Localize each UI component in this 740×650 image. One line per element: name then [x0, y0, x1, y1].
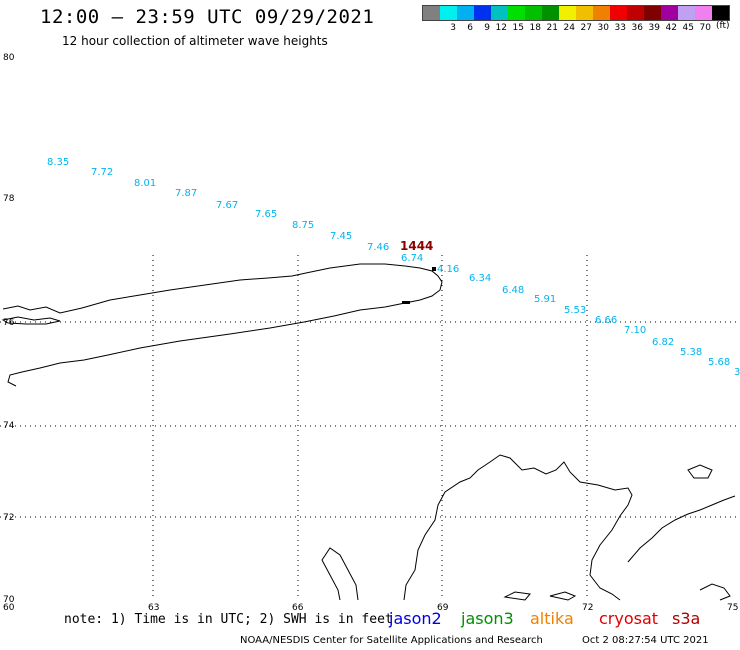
- satellite-legend-jason2: jason2: [389, 609, 442, 628]
- wave-height-label: 7.46: [367, 242, 389, 253]
- color-scale-tick: 21: [546, 23, 558, 33]
- page-title: 12:00 — 23:59 UTC 09/29/2021: [40, 6, 375, 28]
- color-swatch: [593, 6, 610, 20]
- color-scale-ticks: 3 6 9 12 15 18 21 24 27 30 33 36 39 42 45 70: [422, 23, 730, 33]
- wave-height-label: 5.53: [564, 305, 586, 316]
- lon-label: 69: [437, 603, 449, 613]
- credit-text: NOAA/NESDIS Center for Satellite Applica…: [240, 635, 543, 646]
- lat-label: 80: [3, 53, 15, 63]
- color-swatch: [525, 6, 542, 20]
- wave-height-label: 5.91: [534, 294, 556, 305]
- lon-label: 75: [727, 603, 738, 613]
- footer-note: note: 1) Time is in UTC; 2) SWH is in fe…: [64, 612, 393, 627]
- wave-height-label: 8.35: [47, 157, 69, 168]
- observation-time-label: 1444: [400, 239, 433, 253]
- lat-label: 78: [3, 194, 15, 204]
- color-scale-tick: 45: [682, 23, 694, 33]
- wave-height-label: 7.45: [330, 231, 352, 242]
- color-scale-tick: 42: [665, 23, 677, 33]
- wave-height-label: 6.34: [469, 273, 491, 284]
- satellite-legend-s3a: s3a: [672, 609, 701, 628]
- color-swatch: [491, 6, 508, 20]
- color-swatch: [712, 6, 729, 20]
- page-subtitle: 12 hour collection of altimeter wave hei…: [62, 34, 328, 48]
- color-scale-tick: 18: [529, 23, 541, 33]
- wave-height-label: 7.72: [91, 167, 113, 178]
- small-island-marker-2: [432, 267, 436, 271]
- color-scale-tick: 36: [631, 23, 643, 33]
- color-scale-tick: 33: [614, 23, 626, 33]
- wave-height-label: 6.82: [652, 337, 674, 348]
- axis-labels: 80 78 76 74 72 70 60 63 66 69 72 75: [3, 53, 738, 613]
- color-scale-tick: 9: [484, 23, 490, 33]
- wave-height-label: 7.10: [624, 325, 646, 336]
- coastline-north: [2, 263, 443, 387]
- color-scale-tick: 30: [597, 23, 609, 33]
- color-swatch: [661, 6, 678, 20]
- lon-label: 60: [3, 603, 15, 613]
- color-swatch: [474, 6, 491, 20]
- lat-label: 74: [3, 421, 15, 431]
- lat-label: 70: [3, 595, 15, 605]
- lon-label: 72: [582, 603, 593, 613]
- wave-height-label: 5.68: [708, 357, 730, 368]
- color-swatch: [423, 6, 440, 20]
- color-swatch: [508, 6, 525, 20]
- color-swatch: [644, 6, 661, 20]
- coastlines: [1, 263, 736, 601]
- map-grid: [0, 255, 740, 600]
- lon-label: 66: [292, 603, 304, 613]
- satellite-legend-altika: altika: [530, 609, 574, 628]
- color-swatch: [678, 6, 695, 20]
- wave-height-label: 6.66: [595, 315, 617, 326]
- color-swatch: [576, 6, 593, 20]
- lat-label: 76: [3, 318, 15, 328]
- wave-height-label: 7.87: [175, 188, 197, 199]
- coastline-islet: [1, 316, 61, 325]
- color-scale-tick: 24: [563, 23, 575, 33]
- wave-height-label: 7.65: [255, 209, 277, 220]
- color-scale-tick: 39: [648, 23, 660, 33]
- color-swatch: [457, 6, 474, 20]
- color-scale-tick: 70: [699, 23, 711, 33]
- wave-height-label: 8.01: [134, 178, 156, 189]
- color-scale-swatches: [422, 5, 730, 21]
- wave-height-label: 5.38: [680, 347, 702, 358]
- small-island-marker: [402, 301, 410, 304]
- color-swatch: [559, 6, 576, 20]
- color-scale-tick: 6: [467, 23, 473, 33]
- color-swatch: [542, 6, 559, 20]
- color-scale-tick: 15: [512, 23, 524, 33]
- satellite-legend-cryosat: cryosat: [599, 609, 659, 628]
- generated-timestamp: Oct 2 08:27:54 UTC 2021: [582, 635, 709, 646]
- wave-height-label: 4.16: [437, 264, 459, 275]
- wave-height-label: 3: [734, 367, 740, 378]
- color-swatch: [440, 6, 457, 20]
- wave-height-label: 6.74: [401, 253, 423, 264]
- lat-label: 72: [3, 513, 14, 523]
- lon-label: 63: [148, 603, 159, 613]
- coastline-south: [321, 454, 736, 601]
- wave-height-label: 8.75: [292, 220, 314, 231]
- color-scale-tick: 3: [450, 23, 456, 33]
- color-scale-tick: 27: [580, 23, 592, 33]
- color-swatch: [610, 6, 627, 20]
- color-swatch: [695, 6, 712, 20]
- wave-height-color-scale: 3 6 9 12 15 18 21 24 27 30 33 36 39 42 45 70: [422, 5, 730, 33]
- color-swatch: [627, 6, 644, 20]
- wave-height-label: 7.67: [216, 200, 238, 211]
- satellite-legend-jason3: jason3: [461, 609, 514, 628]
- wave-height-label: 6.48: [502, 285, 524, 296]
- wave-height-labels: 8.35 7.72 8.01 7.87 7.67 7.65 8.75 7.45 …: [47, 157, 740, 378]
- scale-unit: (ft): [716, 21, 730, 31]
- color-scale-tick: 12: [495, 23, 507, 33]
